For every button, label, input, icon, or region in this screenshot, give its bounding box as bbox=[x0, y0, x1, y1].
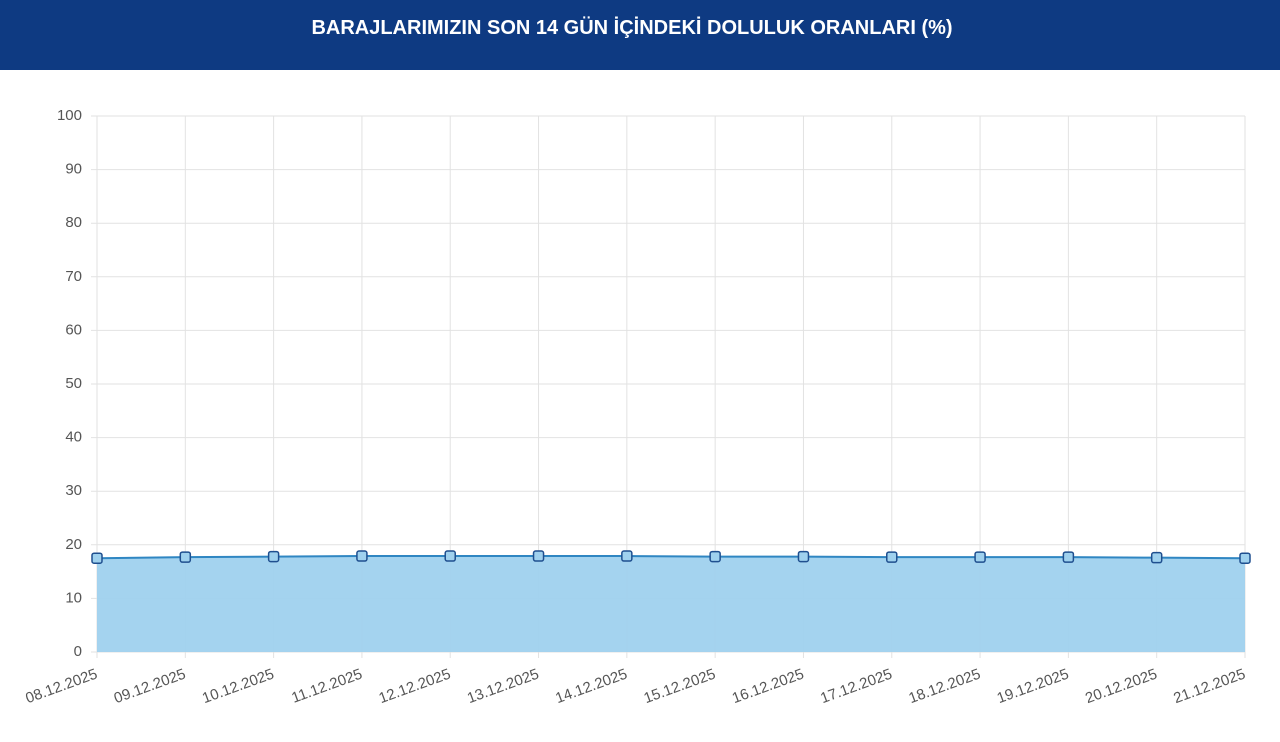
point bbox=[621, 550, 633, 562]
x-tick-label: 08.12.2025 bbox=[23, 666, 99, 708]
point bbox=[532, 550, 545, 562]
x-tick-label: 09.12.2025 bbox=[112, 666, 188, 708]
y-tick-label: 90 bbox=[65, 161, 82, 178]
x-tick-label: 14.12.2025 bbox=[553, 666, 629, 708]
y-tick-label: 20 bbox=[65, 536, 82, 553]
point bbox=[444, 550, 456, 562]
point bbox=[179, 551, 192, 563]
x-tick-label: 18.12.2025 bbox=[906, 666, 982, 708]
x-tick-label: 16.12.2025 bbox=[730, 666, 806, 708]
point bbox=[1239, 552, 1251, 564]
point bbox=[267, 550, 280, 563]
line bbox=[96, 555, 1246, 560]
x-tick-label: 20.12.2025 bbox=[1083, 666, 1159, 708]
point bbox=[974, 551, 986, 563]
y-tick-label: 30 bbox=[65, 482, 82, 499]
area-fill bbox=[97, 556, 1245, 652]
y-tick-label: 100 bbox=[57, 107, 82, 124]
chart-title: BARAJLARIMIZIN SON 14 GÜN İÇİNDEKİ DOLUL… bbox=[311, 17, 953, 39]
y-tick-label: 60 bbox=[65, 321, 82, 338]
point bbox=[797, 550, 810, 563]
x-tick-label: 19.12.2025 bbox=[995, 666, 1071, 708]
x-tick-label: 10.12.2025 bbox=[200, 666, 276, 708]
point bbox=[356, 550, 368, 562]
x-tick-label: 21.12.2025 bbox=[1171, 666, 1247, 708]
x-tick-label: 12.12.2025 bbox=[377, 666, 453, 708]
y-tick-label: 40 bbox=[65, 429, 82, 446]
point bbox=[709, 550, 721, 563]
x-tick-label: 15.12.2025 bbox=[642, 666, 718, 708]
y-tick-label: 10 bbox=[65, 589, 82, 606]
x-tick-label: 11.12.2025 bbox=[289, 666, 364, 707]
x-tick-label: 17.12.2025 bbox=[818, 666, 894, 708]
y-tick-label: 80 bbox=[65, 214, 82, 231]
y-tick-label: 50 bbox=[65, 375, 82, 392]
point bbox=[1062, 551, 1075, 563]
point bbox=[1150, 551, 1163, 564]
point bbox=[91, 552, 103, 564]
header: BARAJLARIMIZIN SON 14 GÜN İÇİNDEKİ DOLUL… bbox=[0, 0, 1280, 70]
point bbox=[886, 551, 898, 563]
x-tick-label: 13.12.2025 bbox=[465, 666, 541, 708]
y-tick-label: 70 bbox=[65, 268, 82, 285]
y-tick-label: 0 bbox=[74, 643, 82, 660]
